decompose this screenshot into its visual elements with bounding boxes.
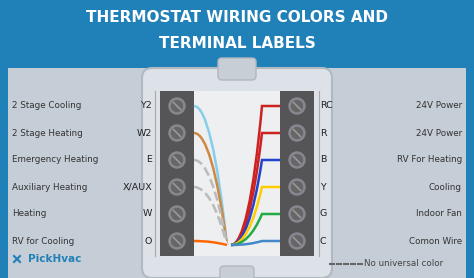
Text: C: C — [320, 237, 327, 245]
Text: THERMOSTAT WIRING COLORS AND: THERMOSTAT WIRING COLORS AND — [86, 10, 388, 25]
Circle shape — [172, 101, 182, 111]
Circle shape — [289, 179, 305, 195]
Text: 24V Power: 24V Power — [416, 128, 462, 138]
Circle shape — [169, 206, 185, 222]
Text: TERMINAL LABELS: TERMINAL LABELS — [159, 36, 315, 51]
Text: G: G — [320, 210, 327, 219]
FancyBboxPatch shape — [220, 266, 254, 278]
Circle shape — [289, 152, 305, 168]
Text: O: O — [145, 237, 152, 245]
Text: E: E — [146, 155, 152, 165]
Circle shape — [172, 155, 182, 165]
Text: R: R — [320, 128, 327, 138]
Text: 2 Stage Heating: 2 Stage Heating — [12, 128, 83, 138]
FancyBboxPatch shape — [0, 68, 8, 278]
Circle shape — [172, 208, 182, 220]
Circle shape — [172, 235, 182, 247]
Text: W: W — [143, 210, 152, 219]
Text: 24V Power: 24V Power — [416, 101, 462, 110]
Circle shape — [292, 182, 302, 192]
FancyBboxPatch shape — [466, 68, 474, 278]
Circle shape — [169, 125, 185, 141]
Text: RC: RC — [320, 101, 333, 110]
Text: 2 Stage Cooling: 2 Stage Cooling — [12, 101, 82, 110]
Text: W2: W2 — [137, 128, 152, 138]
Text: Y2: Y2 — [140, 101, 152, 110]
FancyBboxPatch shape — [0, 0, 474, 68]
FancyBboxPatch shape — [194, 91, 280, 256]
Circle shape — [292, 155, 302, 165]
Circle shape — [169, 98, 185, 114]
Circle shape — [172, 128, 182, 138]
Text: X/AUX: X/AUX — [122, 182, 152, 192]
Circle shape — [169, 152, 185, 168]
Circle shape — [292, 208, 302, 220]
Circle shape — [289, 98, 305, 114]
Circle shape — [289, 233, 305, 249]
Circle shape — [172, 182, 182, 192]
FancyBboxPatch shape — [142, 68, 332, 278]
Text: Emergency Heating: Emergency Heating — [12, 155, 99, 165]
Text: Y: Y — [320, 182, 326, 192]
Text: Auxiliary Heating: Auxiliary Heating — [12, 182, 87, 192]
Text: Indoor Fan: Indoor Fan — [416, 210, 462, 219]
FancyBboxPatch shape — [218, 58, 256, 80]
Text: No universal color: No universal color — [364, 259, 443, 269]
Circle shape — [292, 235, 302, 247]
FancyBboxPatch shape — [280, 91, 314, 256]
Circle shape — [289, 206, 305, 222]
Circle shape — [292, 128, 302, 138]
Text: Cooling: Cooling — [429, 182, 462, 192]
Circle shape — [169, 179, 185, 195]
Text: Comon Wire: Comon Wire — [409, 237, 462, 245]
Circle shape — [169, 233, 185, 249]
Circle shape — [289, 125, 305, 141]
Text: B: B — [320, 155, 327, 165]
Text: PickHvac: PickHvac — [28, 254, 82, 264]
Text: Heating: Heating — [12, 210, 46, 219]
Circle shape — [292, 101, 302, 111]
FancyBboxPatch shape — [160, 91, 194, 256]
FancyBboxPatch shape — [0, 68, 474, 278]
Text: RV for Cooling: RV for Cooling — [12, 237, 74, 245]
Text: RV For Heating: RV For Heating — [397, 155, 462, 165]
